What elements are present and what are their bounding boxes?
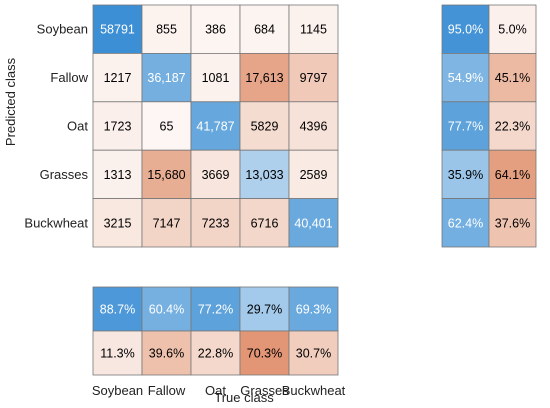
matrix-cell-r3-c3-label: 13,033 <box>245 168 283 182</box>
matrix-cell-r0-c2-rect <box>190 4 241 54</box>
column-summary-r1-c1-rect <box>141 330 192 376</box>
row-summary-r1-c0-label: 54.9% <box>448 71 483 85</box>
column-summary-r0-c0-rect <box>92 286 143 332</box>
column-summary-r1-c3-label: 70.3% <box>247 347 282 361</box>
column-summary-r0-c0-label: 88.7% <box>100 303 135 317</box>
matrix-cell-r1-c2-rect <box>190 53 241 103</box>
row-tick-label-0: Soybean <box>37 22 88 37</box>
matrix-cell-r0-c1-label: 855 <box>156 23 177 37</box>
row-summary-r0-c1-rect <box>488 4 537 54</box>
row-summary-grid: 95.0% 5.0% 54.9% 45.1% 77.7% 22.3% 35.9% 64.1% 6… <box>441 4 537 248</box>
matrix-cell-r4-c1-label: 7147 <box>153 216 181 230</box>
row-summary-r1-c1-rect <box>488 53 537 103</box>
column-summary-r0-c3-rect <box>239 286 290 332</box>
matrix-cell-r3-c4-label: 2589 <box>300 168 328 182</box>
row-summary-r1-c0-rect <box>441 53 490 103</box>
row-summary-r2-c1-label: 22.3% <box>495 120 530 134</box>
matrix-cell-r1-c4-label: 9797 <box>300 71 328 85</box>
matrix-cell-r0-c3-label: 684 <box>254 23 275 37</box>
row-summary-r3-c1-rect <box>488 149 537 199</box>
matrix-cell-r2-c4-label: 4396 <box>300 120 328 134</box>
matrix-cell-r0-c1-rect <box>141 4 192 54</box>
column-summary-r1-c2-label: 22.8% <box>198 347 233 361</box>
matrix-cell-r3-c2-rect <box>190 149 241 199</box>
matrix-cell-r0-c0-rect <box>92 4 143 54</box>
column-summary-r0-c1-label: 60.4% <box>149 303 184 317</box>
column-summary-r1-c1-label: 39.6% <box>149 347 184 361</box>
column-summary-r1-c0-label: 11.3% <box>100 347 135 361</box>
row-summary-r4-c1-label: 37.6% <box>495 216 530 230</box>
row-summary-r2-c1-rect <box>488 101 537 151</box>
matrix-cell-r3-c0-label: 1313 <box>104 168 132 182</box>
matrix-cell-r3-c4-rect <box>288 149 339 199</box>
row-summary-r4-c0-rect <box>441 198 490 248</box>
matrix-cell-r3-c3-rect <box>239 149 290 199</box>
matrix-cell-r4-c3-label: 6716 <box>251 216 279 230</box>
matrix-cell-r3-c1-label: 15,680 <box>147 168 185 182</box>
row-summary-r0-c1-label: 5.0% <box>498 23 527 37</box>
column-summary-grid: 88.7% 60.4% 77.2% 29.7% 69.3% 11.3% 39.6% 22.8%… <box>92 286 339 376</box>
row-summary-r1-c1-label: 45.1% <box>495 71 530 85</box>
matrix-cell-r1-c4-rect <box>288 53 339 103</box>
matrix-cell-r2-c0-label: 1723 <box>104 120 132 134</box>
column-summary-r0-c1-rect <box>141 286 192 332</box>
column-summary-r0-c3-label: 29.7% <box>247 303 282 317</box>
predicted-class-tick-labels: Soybean Fallow Oat Grasses Buckwheat <box>24 22 88 231</box>
matrix-cell-r2-c3-label: 5829 <box>251 120 279 134</box>
column-summary-r1-c4-label: 30.7% <box>296 347 331 361</box>
matrix-cell-r4-c0-label: 3215 <box>104 216 132 230</box>
column-summary-r0-c4-rect <box>288 286 339 332</box>
matrix-cell-r3-c2-label: 3669 <box>202 168 230 182</box>
row-summary-r0-c0-label: 95.0% <box>448 23 483 37</box>
matrix-cell-r1-c2-label: 1081 <box>202 71 230 85</box>
y-axis-label: Predicted class <box>3 57 18 146</box>
column-summary-r1-c4-rect <box>288 330 339 376</box>
column-tick-label-1: Fallow <box>148 383 186 398</box>
row-summary-r3-c1-label: 64.1% <box>495 168 530 182</box>
row-summary-r4-c0-label: 62.4% <box>448 216 483 230</box>
column-summary-r1-c0-rect <box>92 330 143 376</box>
column-tick-label-2: Oat <box>205 383 226 398</box>
matrix-cell-r0-c4-label: 1145 <box>300 23 327 37</box>
matrix-cell-r4-c0-rect <box>92 198 143 248</box>
column-summary-r0-c4-label: 69.3% <box>296 303 331 317</box>
matrix-cell-r0-c2-label: 386 <box>205 23 226 37</box>
matrix-cell-r3-c0-rect <box>92 149 143 199</box>
column-tick-label-3: Grasses <box>240 383 289 398</box>
matrix-cell-r4-c1-rect <box>141 198 192 248</box>
matrix-cell-r4-c2-rect <box>190 198 241 248</box>
matrix-cell-r2-c1-rect <box>141 101 192 151</box>
row-summary-r2-c0-label: 77.7% <box>448 120 483 134</box>
matrix-cell-r0-c0-label: 58791 <box>100 23 135 37</box>
matrix-cell-r2-c2-label: 41,787 <box>196 120 234 134</box>
matrix-cell-r1-c1-label: 36,187 <box>147 71 185 85</box>
x-axis-label: True class <box>214 390 274 405</box>
matrix-cell-r3-c1-rect <box>141 149 192 199</box>
column-summary-r0-c2-label: 77.2% <box>198 303 233 317</box>
column-tick-label-0: Soybean <box>92 383 143 398</box>
matrix-cell-r4-c4-rect <box>288 198 339 248</box>
matrix-cell-r4-c2-label: 7233 <box>202 216 230 230</box>
row-summary-r4-c1-rect <box>488 198 537 248</box>
matrix-cell-r2-c3-rect <box>239 101 290 151</box>
column-tick-label-4: Buckwheat <box>282 383 346 398</box>
row-tick-label-3: Grasses <box>40 167 89 182</box>
row-tick-label-4: Buckwheat <box>24 215 88 230</box>
matrix-cell-r1-c3-label: 17,613 <box>245 71 283 85</box>
matrix-cell-r4-c4-label: 40,401 <box>294 216 332 230</box>
row-summary-r3-c0-label: 35.9% <box>448 168 483 182</box>
column-summary-r1-c2-rect <box>190 330 241 376</box>
matrix-cell-r1-c0-rect <box>92 53 143 103</box>
row-tick-label-1: Fallow <box>50 70 88 85</box>
row-tick-label-2: Oat <box>67 119 88 134</box>
matrix-cell-r2-c1-label: 65 <box>160 120 174 134</box>
matrix-cell-r1-c0-label: 1217 <box>104 71 132 85</box>
main-matrix-grid: 58791 855 386 684 1145 1217 36,187 1081 17,613 97… <box>92 4 339 248</box>
